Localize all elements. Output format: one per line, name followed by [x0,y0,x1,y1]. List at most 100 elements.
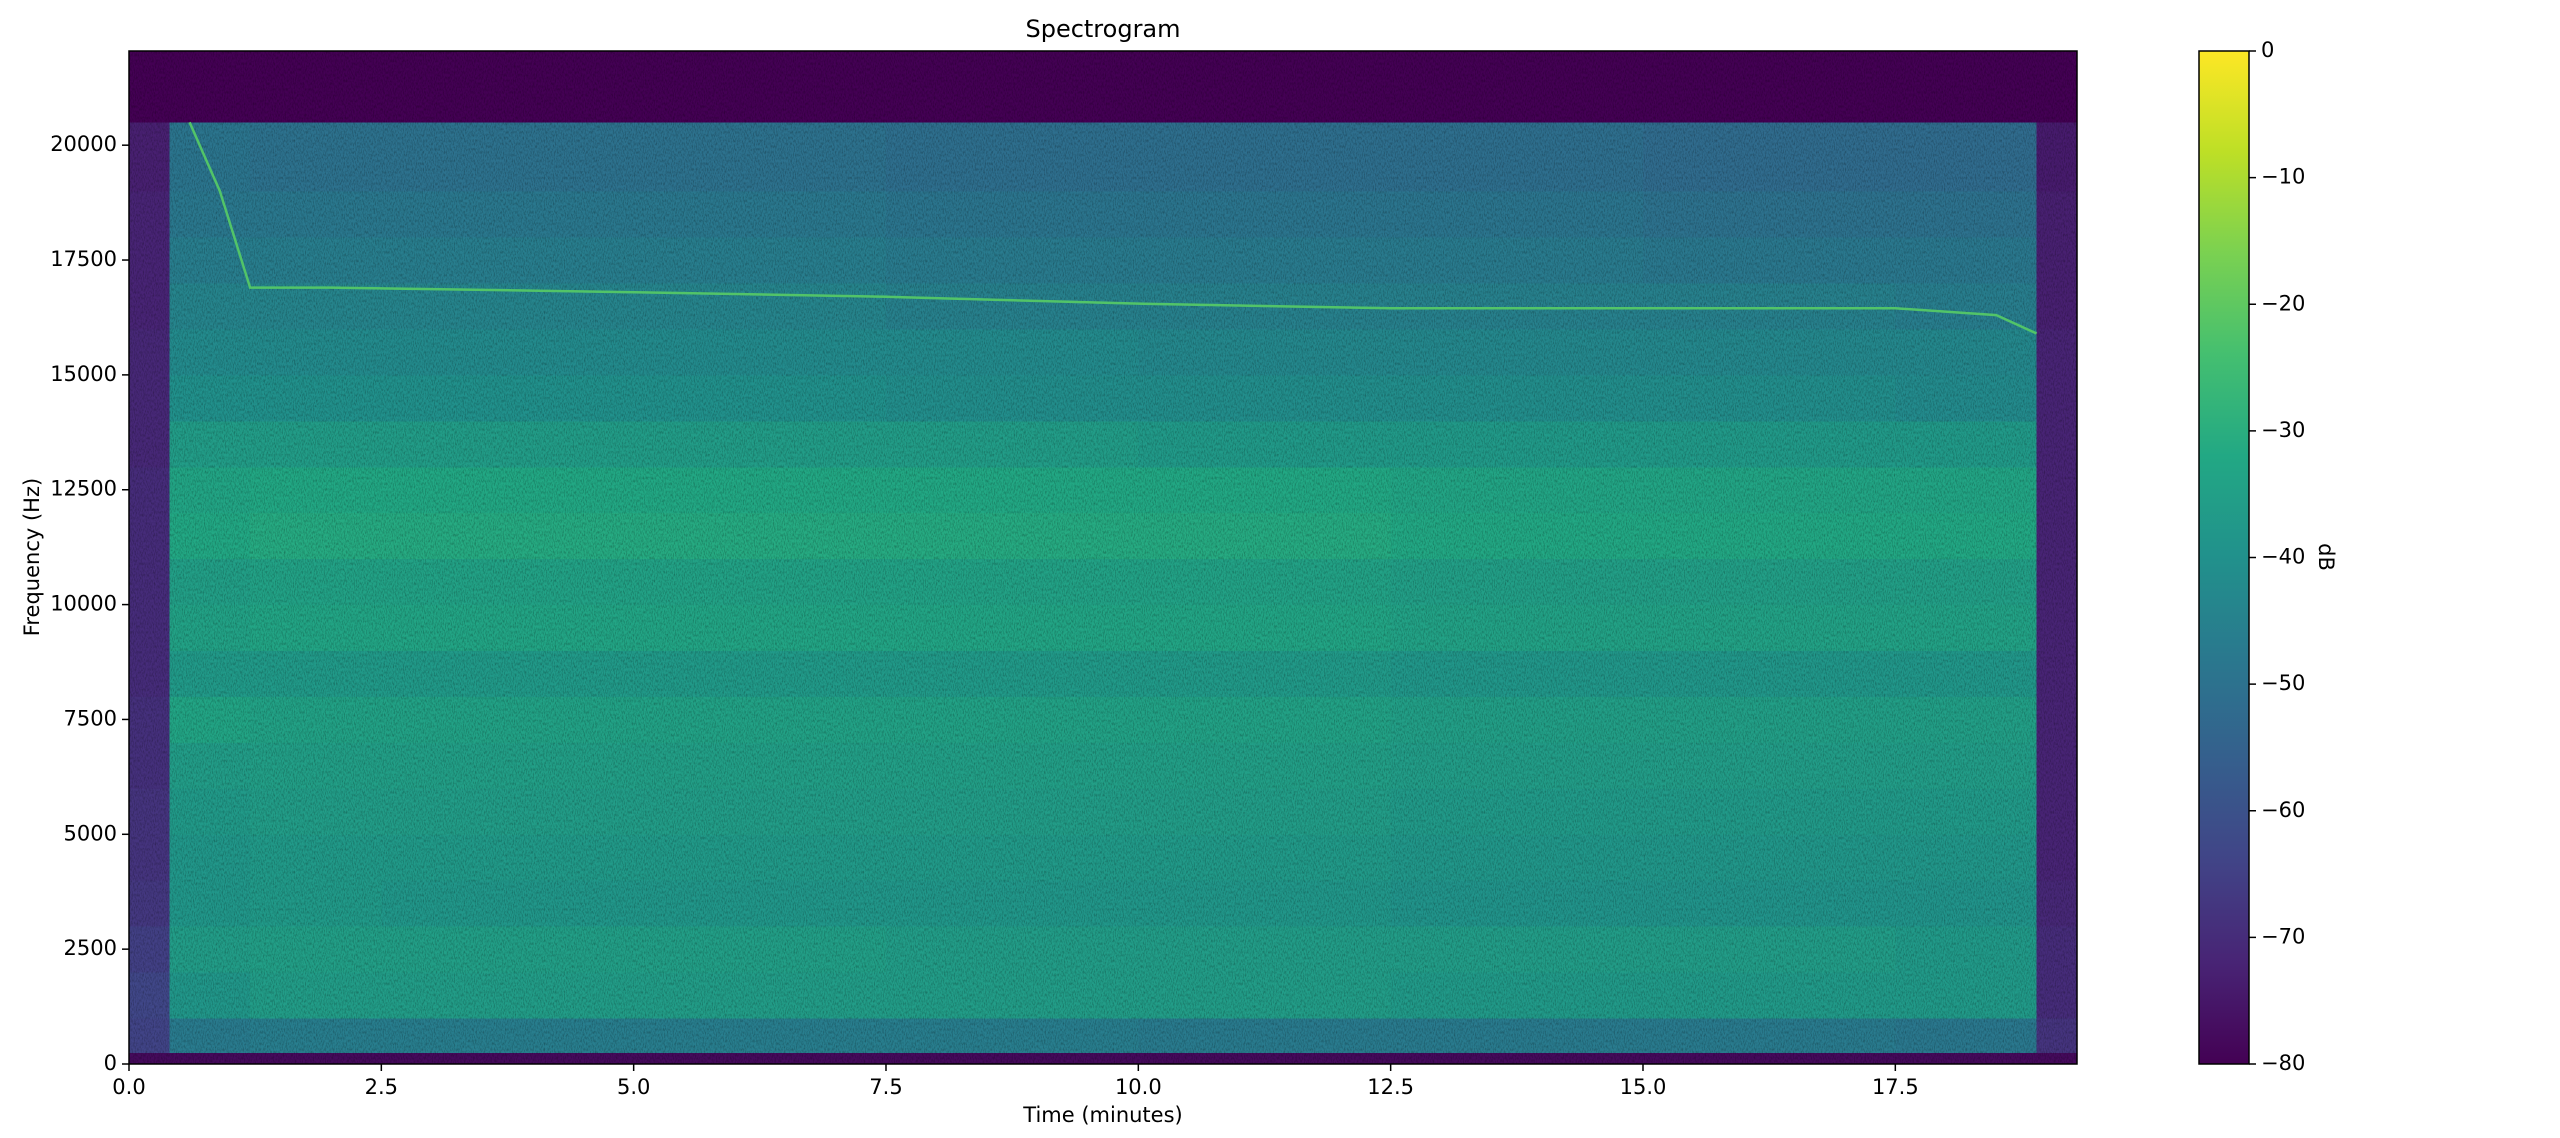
spectrogram-cell [1390,328,1644,376]
spectrogram-cell [381,420,635,468]
spectrogram-cell [2036,237,2078,284]
spectrogram-cell [129,788,170,835]
spectrogram-cell [633,696,887,743]
spectrogram-cell [381,512,635,560]
spectrogram-cell [169,283,251,330]
spectrogram-cell [250,650,382,697]
spectrogram-cell [2036,558,2078,606]
spectrogram-cell [633,834,887,881]
spectrogram-cell [633,926,887,973]
y-tick-label: 2500 [64,936,117,960]
spectrogram-cell [1138,1052,1392,1065]
colorbar-tick-label: −50 [2261,671,2305,695]
spectrogram-cell [381,1018,635,1054]
spectrogram-cell [1642,604,1896,652]
spectrogram-cell [1642,420,1896,468]
x-tick-label: 10.0 [1115,1075,1162,1099]
colorbar-tick-label: −60 [2261,798,2305,822]
spectrogram-cell [129,604,170,652]
spectrogram-cell [250,191,382,238]
spectrogram-cell [169,604,251,652]
x-tick-label: 12.5 [1367,1075,1414,1099]
spectrogram-cell [1138,1018,1392,1054]
spectrogram-cell [1390,466,1644,514]
spectrogram-cell [885,926,1139,973]
y-tick-label: 7500 [64,706,117,730]
spectrogram-cell [381,742,635,789]
spectrogram-cell [633,788,887,835]
spectrogram-cell [885,122,1139,192]
spectrogram-cell [1642,650,1896,697]
spectrogram-cell [1895,237,2038,284]
spectrogram-cell [1390,834,1644,881]
spectrogram-cell [250,420,382,468]
spectrogram-cell [1138,604,1392,652]
spectrogram-cell [2036,788,2078,835]
y-tick-label: 5000 [64,821,117,845]
spectrogram-cell [250,604,382,652]
spectrogram-cell [169,972,251,1019]
spectrogram-cell [633,420,887,468]
spectrogram-cell [633,558,887,606]
spectrogram-cell [129,696,170,743]
spectrogram-cell [1390,51,1644,123]
spectrogram-cell [381,374,635,422]
spectrogram-cell [250,696,382,743]
spectrogram-cell [169,122,251,192]
y-tick-label: 17500 [50,247,117,271]
spectrogram-cell [1642,834,1896,881]
spectrogram-cell [2036,1018,2078,1054]
spectrogram-cell [381,788,635,835]
spectrogram-cell [1390,558,1644,606]
spectrogram-cell [129,650,170,697]
spectrogram-cell [1390,512,1644,560]
spectrogram-cell [381,328,635,376]
spectrogram-cell [1138,374,1392,422]
spectrogram-cell [633,742,887,789]
spectrogram-cell [1390,742,1644,789]
spectrogram-cell [633,283,887,330]
spectrogram-cell [381,51,635,123]
spectrogram-cell [2036,1052,2078,1065]
spectrogram-cell [169,834,251,881]
spectrogram-cell [1138,420,1392,468]
spectrogram-cell [381,604,635,652]
spectrogram-cell [885,191,1139,238]
colorbar-tick-label: −80 [2261,1051,2305,1075]
spectrogram-cell [2036,51,2078,123]
spectrogram-cell [1138,328,1392,376]
spectrogram-cell [381,122,635,192]
y-tick-label: 20000 [50,132,117,156]
spectrogram-cell [250,558,382,606]
x-tick-label: 2.5 [365,1075,398,1099]
spectrogram-cell [1390,1018,1644,1054]
spectrogram-cell [169,420,251,468]
spectrogram-cell [885,237,1139,284]
spectrogram-cell [885,696,1139,743]
spectrogram-cell [1390,696,1644,743]
spectrogram-cell [1895,972,2038,1019]
spectrogram-cell [1895,328,2038,376]
overlay [188,121,2038,335]
colorbar-tick-label: −40 [2261,545,2305,569]
spectrogram-cell [1138,237,1392,284]
spectrogram-cell [1895,880,2038,927]
spectrogram-cell [2036,696,2078,743]
spectrogram-cell [169,237,251,284]
colorbar-tick-label: −30 [2261,418,2305,442]
colorbar-tick-label: −20 [2261,291,2305,315]
spectrogram-cell [250,51,382,123]
spectrogram-cell [129,328,170,376]
y-tick-label: 15000 [50,362,117,386]
spectrogram-cell [1642,788,1896,835]
spectrogram-cell [169,742,251,789]
spectrogram-cell [129,834,170,881]
spectrogram-cell [129,512,170,560]
spectrogram-cell [169,788,251,835]
spectrogram-cell [633,237,887,284]
spectrogram-cell [1895,604,2038,652]
spectrogram-cell [1895,834,2038,881]
spectrogram-cell [633,1018,887,1054]
ridge-line [188,121,2038,335]
